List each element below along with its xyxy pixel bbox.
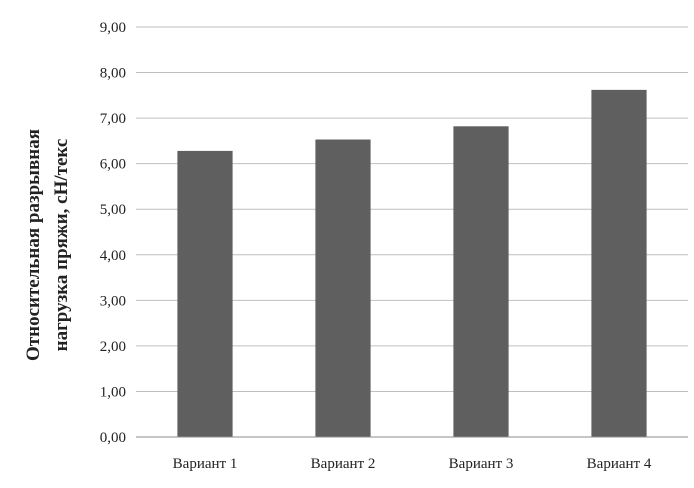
y-tick-label: 6,00 [100, 157, 126, 173]
bars [177, 89, 647, 438]
x-tick-label: Вариант 3 [449, 456, 514, 472]
x-tick-label: Вариант 2 [311, 456, 376, 472]
y-tick-label: 3,00 [100, 293, 126, 309]
y-tick-labels: 0,00 1,00 2,00 3,00 4,00 5,00 6,00 7,00 8,00 9,00 [100, 20, 126, 446]
y-tick-label: 5,00 [100, 202, 126, 218]
y-tick-label: 8,00 [100, 66, 126, 82]
x-tick-label: Вариант 1 [173, 456, 238, 472]
y-tick-label: 1,00 [100, 384, 126, 400]
bar [453, 126, 509, 438]
bar [315, 139, 371, 437]
bar [177, 150, 233, 437]
y-axis-title-line-2: нагрузка пряжи, сН/текс [51, 139, 72, 352]
y-tick-label: 2,00 [100, 339, 126, 355]
x-tick-label: Вариант 4 [587, 456, 652, 472]
y-tick-label: 9,00 [100, 20, 126, 36]
y-tick-label: 4,00 [100, 248, 126, 264]
y-tick-label: 7,00 [100, 111, 126, 127]
x-tick-labels: Вариант 1 Вариант 2 Вариант 3 Вариант 4 [173, 456, 652, 472]
y-axis-title: Относительная разрывная нагрузка пряжи, … [23, 129, 72, 361]
bar [591, 89, 647, 437]
y-axis-title-line-1: Относительная разрывная [23, 129, 44, 361]
y-tick-label: 0,00 [100, 430, 126, 446]
